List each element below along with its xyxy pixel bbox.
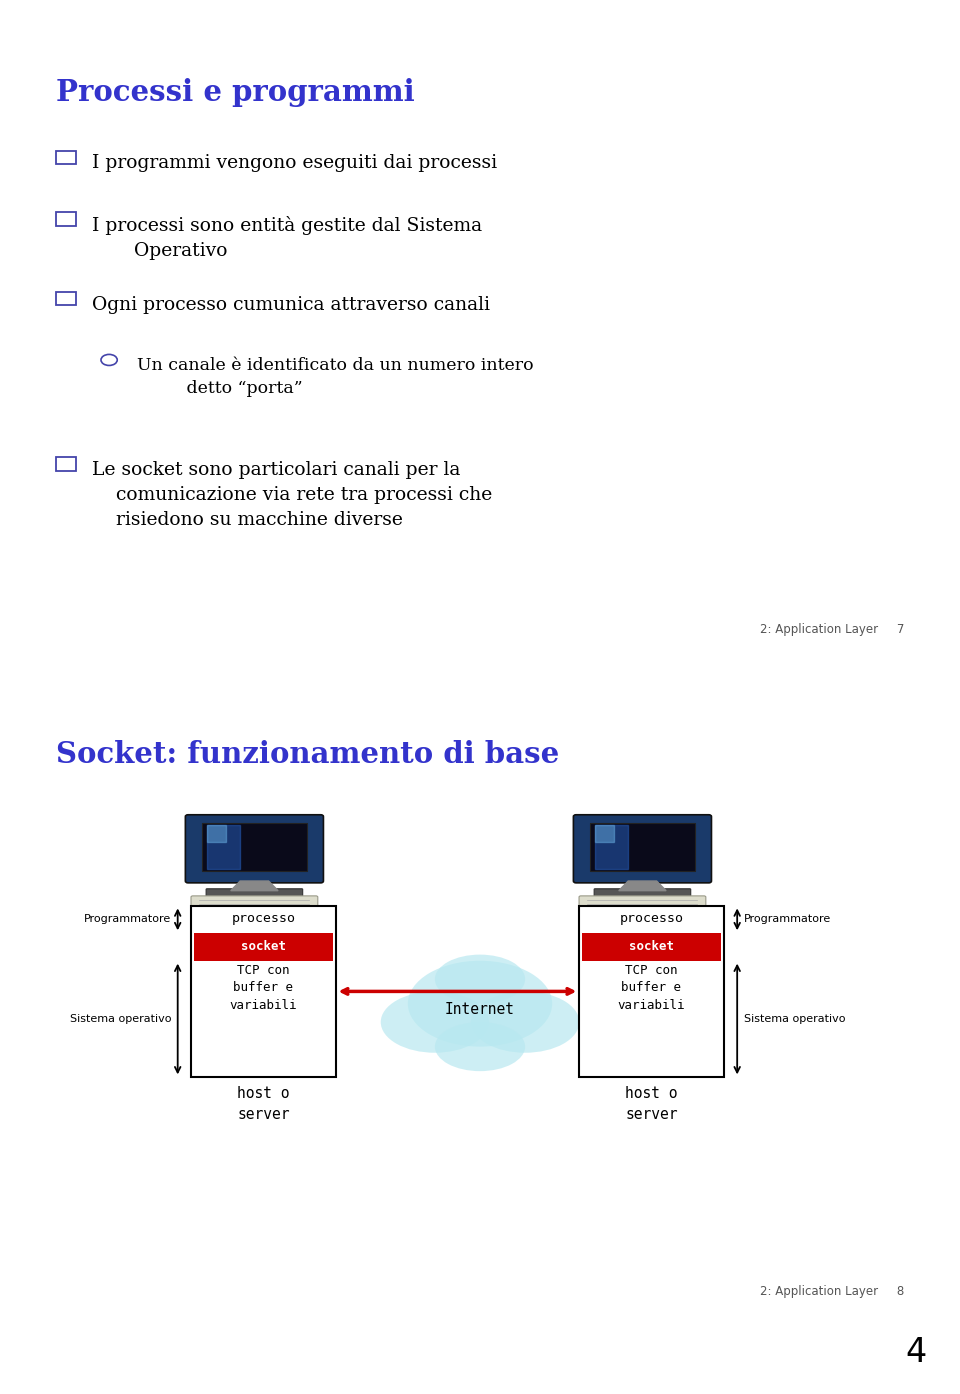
Ellipse shape xyxy=(408,960,552,1047)
FancyBboxPatch shape xyxy=(573,814,711,882)
Polygon shape xyxy=(619,881,666,891)
Text: Le socket sono particolari canali per la
    comunicazione via rete tra processi: Le socket sono particolari canali per la… xyxy=(92,461,492,530)
Text: processo: processo xyxy=(619,912,684,924)
Text: socket: socket xyxy=(629,941,674,953)
Text: I programmi vengono eseguiti dai processi: I programmi vengono eseguiti dai process… xyxy=(92,155,497,173)
Ellipse shape xyxy=(471,991,579,1052)
Ellipse shape xyxy=(435,955,525,1004)
Ellipse shape xyxy=(435,1022,525,1071)
Polygon shape xyxy=(207,825,226,842)
FancyBboxPatch shape xyxy=(203,822,306,871)
Text: host o
server: host o server xyxy=(237,1086,290,1122)
Text: Socket: funzionamento di base: Socket: funzionamento di base xyxy=(56,740,559,769)
Text: host o
server: host o server xyxy=(625,1086,678,1122)
FancyBboxPatch shape xyxy=(590,822,694,871)
FancyBboxPatch shape xyxy=(594,889,690,898)
FancyBboxPatch shape xyxy=(582,933,721,960)
Text: socket: socket xyxy=(241,941,286,953)
FancyBboxPatch shape xyxy=(56,457,76,471)
FancyBboxPatch shape xyxy=(191,896,318,912)
FancyBboxPatch shape xyxy=(191,906,336,1078)
Polygon shape xyxy=(595,825,614,842)
FancyBboxPatch shape xyxy=(56,212,76,226)
Text: 4: 4 xyxy=(905,1335,926,1369)
FancyBboxPatch shape xyxy=(56,151,76,164)
Text: Processi e programmi: Processi e programmi xyxy=(56,78,415,107)
Text: Programmatore: Programmatore xyxy=(84,914,172,924)
FancyBboxPatch shape xyxy=(185,814,324,882)
Text: TCP con
buffer e
variabili: TCP con buffer e variabili xyxy=(617,963,685,1012)
Polygon shape xyxy=(595,825,628,870)
FancyBboxPatch shape xyxy=(56,291,76,305)
Text: 2: Application Layer     7: 2: Application Layer 7 xyxy=(759,623,904,636)
Text: 2: Application Layer     8: 2: Application Layer 8 xyxy=(760,1285,904,1298)
Text: Internet: Internet xyxy=(445,1002,515,1018)
Polygon shape xyxy=(207,825,240,870)
Text: Sistema operativo: Sistema operativo xyxy=(70,1013,172,1025)
FancyBboxPatch shape xyxy=(206,889,302,898)
Text: Ogni processo cumunica attraverso canali: Ogni processo cumunica attraverso canali xyxy=(92,296,490,314)
Polygon shape xyxy=(230,881,278,891)
Text: processo: processo xyxy=(231,912,296,924)
Ellipse shape xyxy=(381,991,489,1052)
Text: Programmatore: Programmatore xyxy=(743,914,830,924)
FancyBboxPatch shape xyxy=(194,933,333,960)
Text: I processi sono entità gestite dal Sistema
       Operativo: I processi sono entità gestite dal Siste… xyxy=(92,216,482,259)
Circle shape xyxy=(101,354,117,365)
Text: Sistema operativo: Sistema operativo xyxy=(743,1013,845,1025)
Text: TCP con
buffer e
variabili: TCP con buffer e variabili xyxy=(229,963,298,1012)
Text: Un canale è identificato da un numero intero
         detto “porta”: Un canale è identificato da un numero in… xyxy=(137,357,534,397)
FancyBboxPatch shape xyxy=(579,906,724,1078)
FancyBboxPatch shape xyxy=(579,896,706,912)
